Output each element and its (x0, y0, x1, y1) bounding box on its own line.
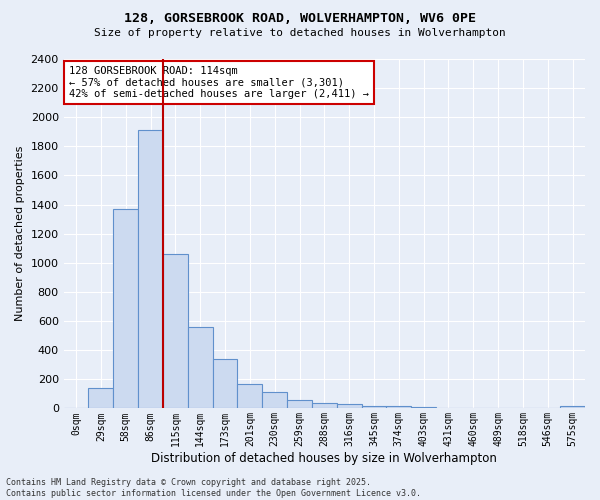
Text: 128 GORSEBROOK ROAD: 114sqm
← 57% of detached houses are smaller (3,301)
42% of : 128 GORSEBROOK ROAD: 114sqm ← 57% of det… (69, 66, 369, 99)
Bar (337, 404, 362, 408)
Bar (188, 327, 212, 408)
Bar (560, 406, 585, 408)
Bar (312, 402, 337, 408)
Bar (138, 130, 163, 408)
Bar (262, 392, 287, 408)
Text: Contains HM Land Registry data © Crown copyright and database right 2025.
Contai: Contains HM Land Registry data © Crown c… (6, 478, 421, 498)
X-axis label: Distribution of detached houses by size in Wolverhampton: Distribution of detached houses by size … (151, 452, 497, 465)
Bar (362, 406, 386, 408)
Bar (386, 406, 411, 408)
Bar (113, 209, 138, 408)
Bar (287, 400, 312, 408)
Text: Size of property relative to detached houses in Wolverhampton: Size of property relative to detached ho… (94, 28, 506, 38)
Y-axis label: Number of detached properties: Number of detached properties (15, 146, 25, 322)
Bar (88, 388, 113, 408)
Bar (212, 359, 238, 408)
Bar (163, 254, 188, 408)
Bar (238, 384, 262, 408)
Bar (411, 407, 436, 408)
Text: 128, GORSEBROOK ROAD, WOLVERHAMPTON, WV6 0PE: 128, GORSEBROOK ROAD, WOLVERHAMPTON, WV6… (124, 12, 476, 26)
